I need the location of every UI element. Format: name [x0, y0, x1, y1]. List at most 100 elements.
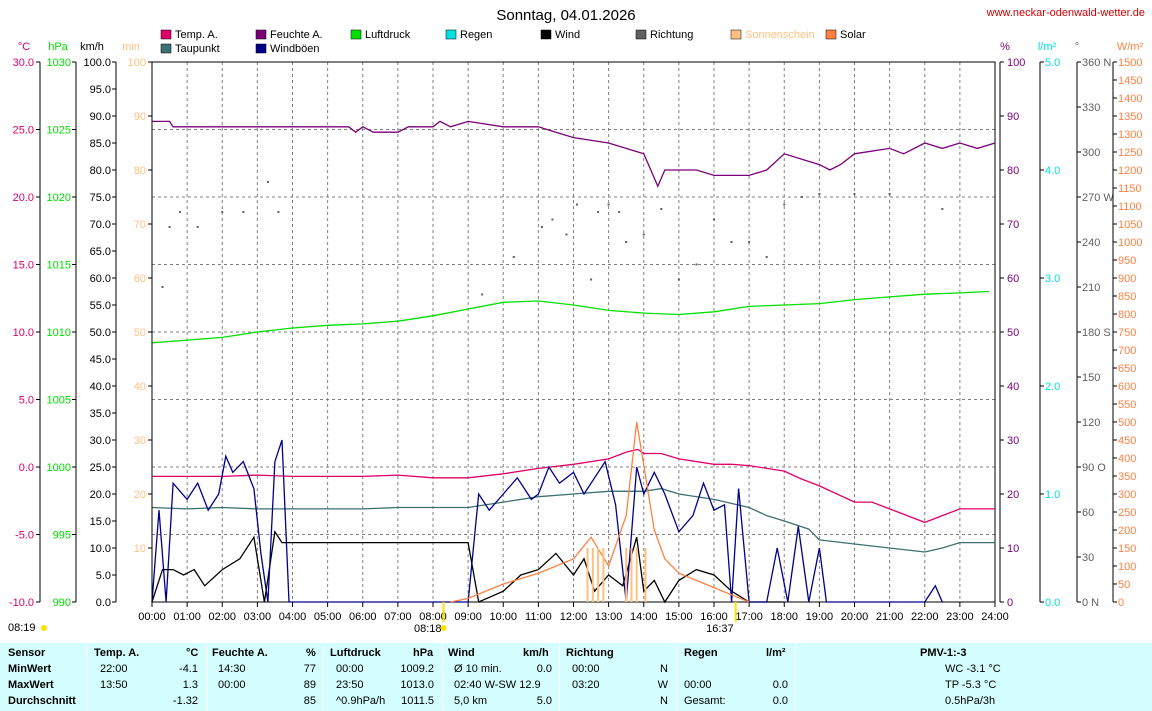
legend-label-windboeen: Windböen: [270, 43, 320, 55]
sunrise-label: 08:18: [414, 623, 442, 635]
axis-label-direction: 210: [1082, 282, 1100, 294]
sun-bar: [630, 548, 633, 602]
axis-label-humidity: 50: [1007, 327, 1019, 339]
axis-label-solar: 450: [1118, 435, 1136, 447]
direction-dot: [713, 218, 715, 221]
axis-label-humidity: 40: [1007, 381, 1019, 393]
axis-unit-pressure: hPa: [48, 41, 68, 53]
axis-label-solar: 100: [1118, 561, 1136, 573]
table-cell-feuchte_val: 85: [303, 695, 316, 707]
x-tick-label: 13:00: [595, 611, 623, 623]
axis-units: °C hPa km/h min% l/m² ° W/m²: [18, 41, 1144, 53]
table-cell-richtung_val: W: [657, 679, 668, 691]
x-tick-label: 18:00: [770, 611, 798, 623]
axis-label-humidity: 100: [1007, 57, 1025, 69]
axis-label-wind: 30.0: [90, 435, 111, 447]
axis-label-rain: 1.0: [1045, 489, 1060, 501]
table-cell-feuchte_val: 77: [303, 663, 316, 675]
axis-label-sun: 100: [128, 57, 146, 69]
table-cell-label: Durchschnitt: [8, 695, 76, 707]
direction-dot: [168, 226, 171, 228]
axis-label-pressure: 990: [53, 597, 71, 609]
x-tick-label: 11:00: [525, 611, 552, 623]
axis-label-solar: 400: [1118, 453, 1136, 465]
header-regen: Regen: [684, 647, 718, 659]
axis-label-temp: 25.0: [13, 125, 34, 137]
legend-label-sonnenschein: Sonnenschein: [745, 29, 815, 41]
x-tick-label: 10:00: [489, 611, 517, 623]
x-tick-label: 02:00: [208, 611, 236, 623]
table-cell-druck_val: 1009.2: [400, 663, 434, 675]
sun-bar: [597, 548, 600, 602]
table-cell-richtung_val: N: [660, 663, 668, 675]
axis-label-direction: 270 W: [1082, 192, 1114, 204]
sun-bar: [625, 548, 628, 602]
direction-dot: [888, 193, 891, 195]
axis-label-solar: 750: [1118, 327, 1136, 339]
x-tick-label: 05:00: [314, 611, 342, 623]
table-cell-richtung_time: 03:20: [572, 679, 600, 691]
axis-label-rain: 4.0: [1045, 165, 1060, 177]
axis-label-humidity: 70: [1007, 219, 1019, 231]
axis-label-solar: 1450: [1118, 75, 1142, 87]
x-tick-label: 04:00: [279, 611, 307, 623]
header-luftdruck-unit: hPa: [413, 647, 434, 659]
axis-label-solar: 1000: [1118, 237, 1142, 249]
direction-dot: [748, 241, 751, 243]
axis-label-solar: 1100: [1118, 201, 1142, 213]
table-cell-feuchte_time: 14:30: [218, 663, 246, 675]
header-pmv: PMV-1:-3: [920, 647, 967, 659]
direction-dot: [730, 241, 733, 243]
axis-unit-sun: min: [122, 41, 140, 53]
axis-label-solar: 950: [1118, 255, 1136, 267]
series-windboeen: [151, 439, 943, 603]
axis-label-sun: 70: [134, 219, 146, 231]
axis-label-rain: 5.0: [1045, 57, 1060, 69]
direction-dot: [597, 211, 600, 213]
table-cell-wind_val: 5.0: [536, 695, 552, 707]
direction-dot: [853, 193, 856, 195]
axis-label-solar: 350: [1118, 471, 1136, 483]
header-wind: Wind: [448, 647, 475, 659]
axis-label-wind: 10.0: [90, 543, 111, 555]
x-tick-label: 01:00: [173, 611, 201, 623]
axis-label-wind: 20.0: [90, 489, 111, 501]
chart-grid: [151, 61, 996, 603]
site-url[interactable]: www.neckar-odenwald-wetter.de: [986, 7, 1145, 19]
axis-label-wind: 0.0: [96, 597, 111, 609]
direction-dot: [607, 203, 610, 206]
axis-label-solar: 550: [1118, 399, 1136, 411]
direction-dot: [590, 278, 593, 281]
axis-label-solar: 200: [1118, 525, 1136, 537]
x-tick-label: 06:00: [349, 611, 377, 623]
axis-label-rain: 0.0: [1045, 597, 1060, 609]
table-cell-wind_label: 02:40 W-SW 12.9: [454, 679, 541, 691]
table-cell-wind_val: 0.0: [536, 663, 552, 675]
axis-label-solar: 700: [1118, 345, 1136, 357]
table-cell-regen_val: 0.0: [772, 695, 788, 707]
header-sensor: Sensor: [8, 647, 46, 659]
table-cell-druck_val: 1011.5: [401, 695, 434, 707]
table-cell-regen_val: 0.0: [772, 679, 788, 691]
legend-label-solar: Solar: [840, 29, 866, 41]
axis-label-solar: 1150: [1118, 183, 1142, 195]
axis-label-wind: 80.0: [90, 165, 111, 177]
table-cell-feuchte_val: 89: [303, 679, 316, 691]
table-cell-wind_label: 5,0 km: [454, 695, 488, 707]
plot-area: [151, 120, 996, 604]
sun-markers: 08:19 08:18 16:37: [8, 602, 737, 635]
axis-label-solar: 1400: [1118, 93, 1142, 105]
axis-label-temp: -10.0: [9, 597, 34, 609]
x-tick-label: 07:00: [384, 611, 412, 623]
header-richtung: Richtung: [566, 647, 614, 659]
sun-bar: [602, 548, 605, 602]
axis-label-direction: 180 S: [1082, 327, 1111, 339]
x-tick-label: 16:00: [700, 611, 728, 623]
table-cell-pmv: 0.5hPa/3h: [945, 695, 996, 707]
legend-label-luftdruck: Luftdruck: [365, 29, 411, 41]
header-regen-unit: l/m²: [766, 647, 786, 659]
series-taupunkt: [151, 487, 995, 553]
direction-dot: [576, 203, 579, 206]
x-tick-label: 12:00: [560, 611, 588, 623]
axis-unit-humidity: %: [1000, 41, 1010, 53]
